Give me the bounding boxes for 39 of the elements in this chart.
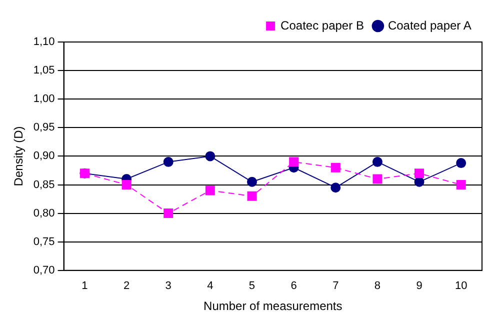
x-tick-label: 5 [248,280,256,292]
x-tick-label: 10 [454,280,468,292]
x-tick-label: 9 [416,280,422,292]
point [456,158,466,168]
point [330,162,340,172]
point [414,176,424,187]
y-tick-label: 1,00 [33,93,55,106]
y-tick-label: 0,90 [33,150,55,162]
legend-label: Coatec paper B [280,18,364,32]
y-tick-label: 1,05 [33,64,55,77]
point [205,151,216,162]
x-tick-label: 7 [332,280,339,292]
point [456,180,466,190]
y-axis-title: Density (D) [12,126,26,186]
x-tick-label: 3 [165,280,172,292]
point [330,182,341,193]
y-tick-label: 1,10 [33,36,55,48]
x-tick-label: 6 [290,280,297,292]
point [163,156,174,167]
x-tick-label: 8 [374,280,381,292]
point [246,176,257,187]
x-tick-label: 1 [82,280,88,292]
point [247,191,257,201]
point [122,180,132,190]
point [289,157,299,167]
y-tick-label: 0,95 [33,122,55,134]
y-tick-label: 0,70 [33,264,55,276]
point [414,168,424,178]
x-tick-label: 4 [207,280,214,292]
point [205,186,215,196]
legend-label: Coated paper A [388,18,472,32]
point [372,174,382,184]
x-axis-title: Number of measurements [204,299,342,314]
y-tick-label: 0,80 [33,207,55,220]
y-tick-label: 0,85 [33,178,55,191]
point [164,208,174,218]
point [372,156,382,167]
y-tick-label: 0,75 [33,236,55,248]
x-tick-label: 2 [123,280,130,292]
